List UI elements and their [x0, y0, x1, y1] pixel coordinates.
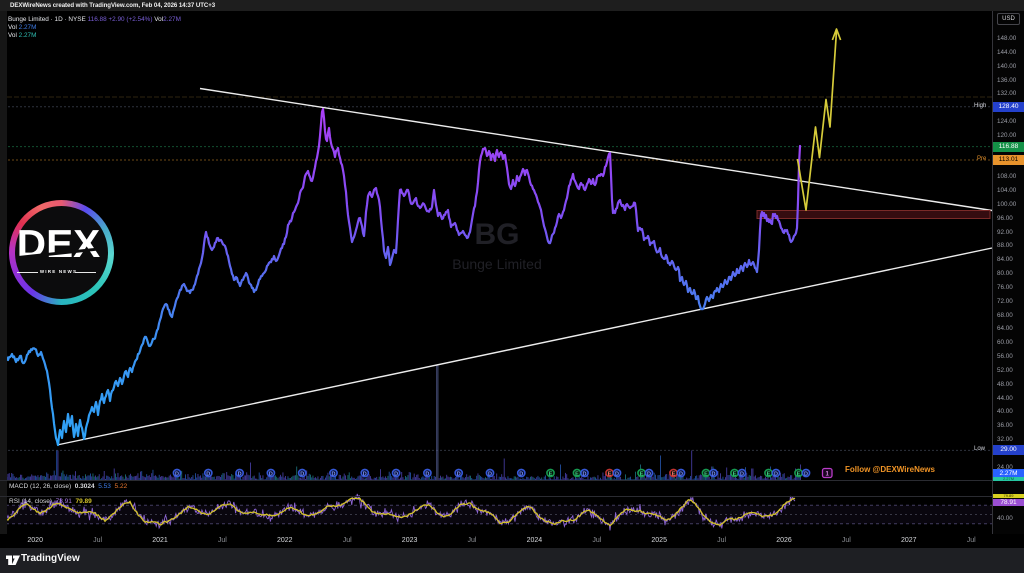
svg-text:D: D [300, 471, 304, 477]
svg-text:D: D [238, 471, 242, 477]
svg-text:D: D [519, 471, 523, 477]
svg-text:D: D [488, 471, 492, 477]
svg-text:D: D [583, 471, 587, 477]
svg-text:D: D [804, 471, 808, 477]
svg-text:E: E [549, 471, 553, 477]
svg-text:D: D [332, 471, 336, 477]
svg-text:D: D [175, 471, 179, 477]
svg-text:E: E [704, 471, 708, 477]
svg-text:D: D [740, 471, 744, 477]
svg-text:D: D [457, 471, 461, 477]
svg-text:D: D [425, 471, 429, 477]
svg-text:D: D [206, 471, 210, 477]
svg-text:D: D [363, 471, 367, 477]
svg-text:D: D [679, 471, 683, 477]
svg-text:E: E [797, 471, 801, 477]
svg-text:E: E [640, 471, 644, 477]
svg-text:D: D [647, 471, 651, 477]
svg-text:E: E [608, 471, 612, 477]
svg-text:E: E [733, 471, 737, 477]
svg-text:D: D [269, 471, 273, 477]
svg-text:D: D [712, 471, 716, 477]
svg-text:1: 1 [826, 472, 830, 478]
svg-text:E: E [672, 471, 676, 477]
svg-text:D: D [774, 471, 778, 477]
svg-text:E: E [767, 471, 771, 477]
svg-text:D: D [615, 471, 619, 477]
svg-text:D: D [394, 471, 398, 477]
svg-text:E: E [575, 471, 579, 477]
